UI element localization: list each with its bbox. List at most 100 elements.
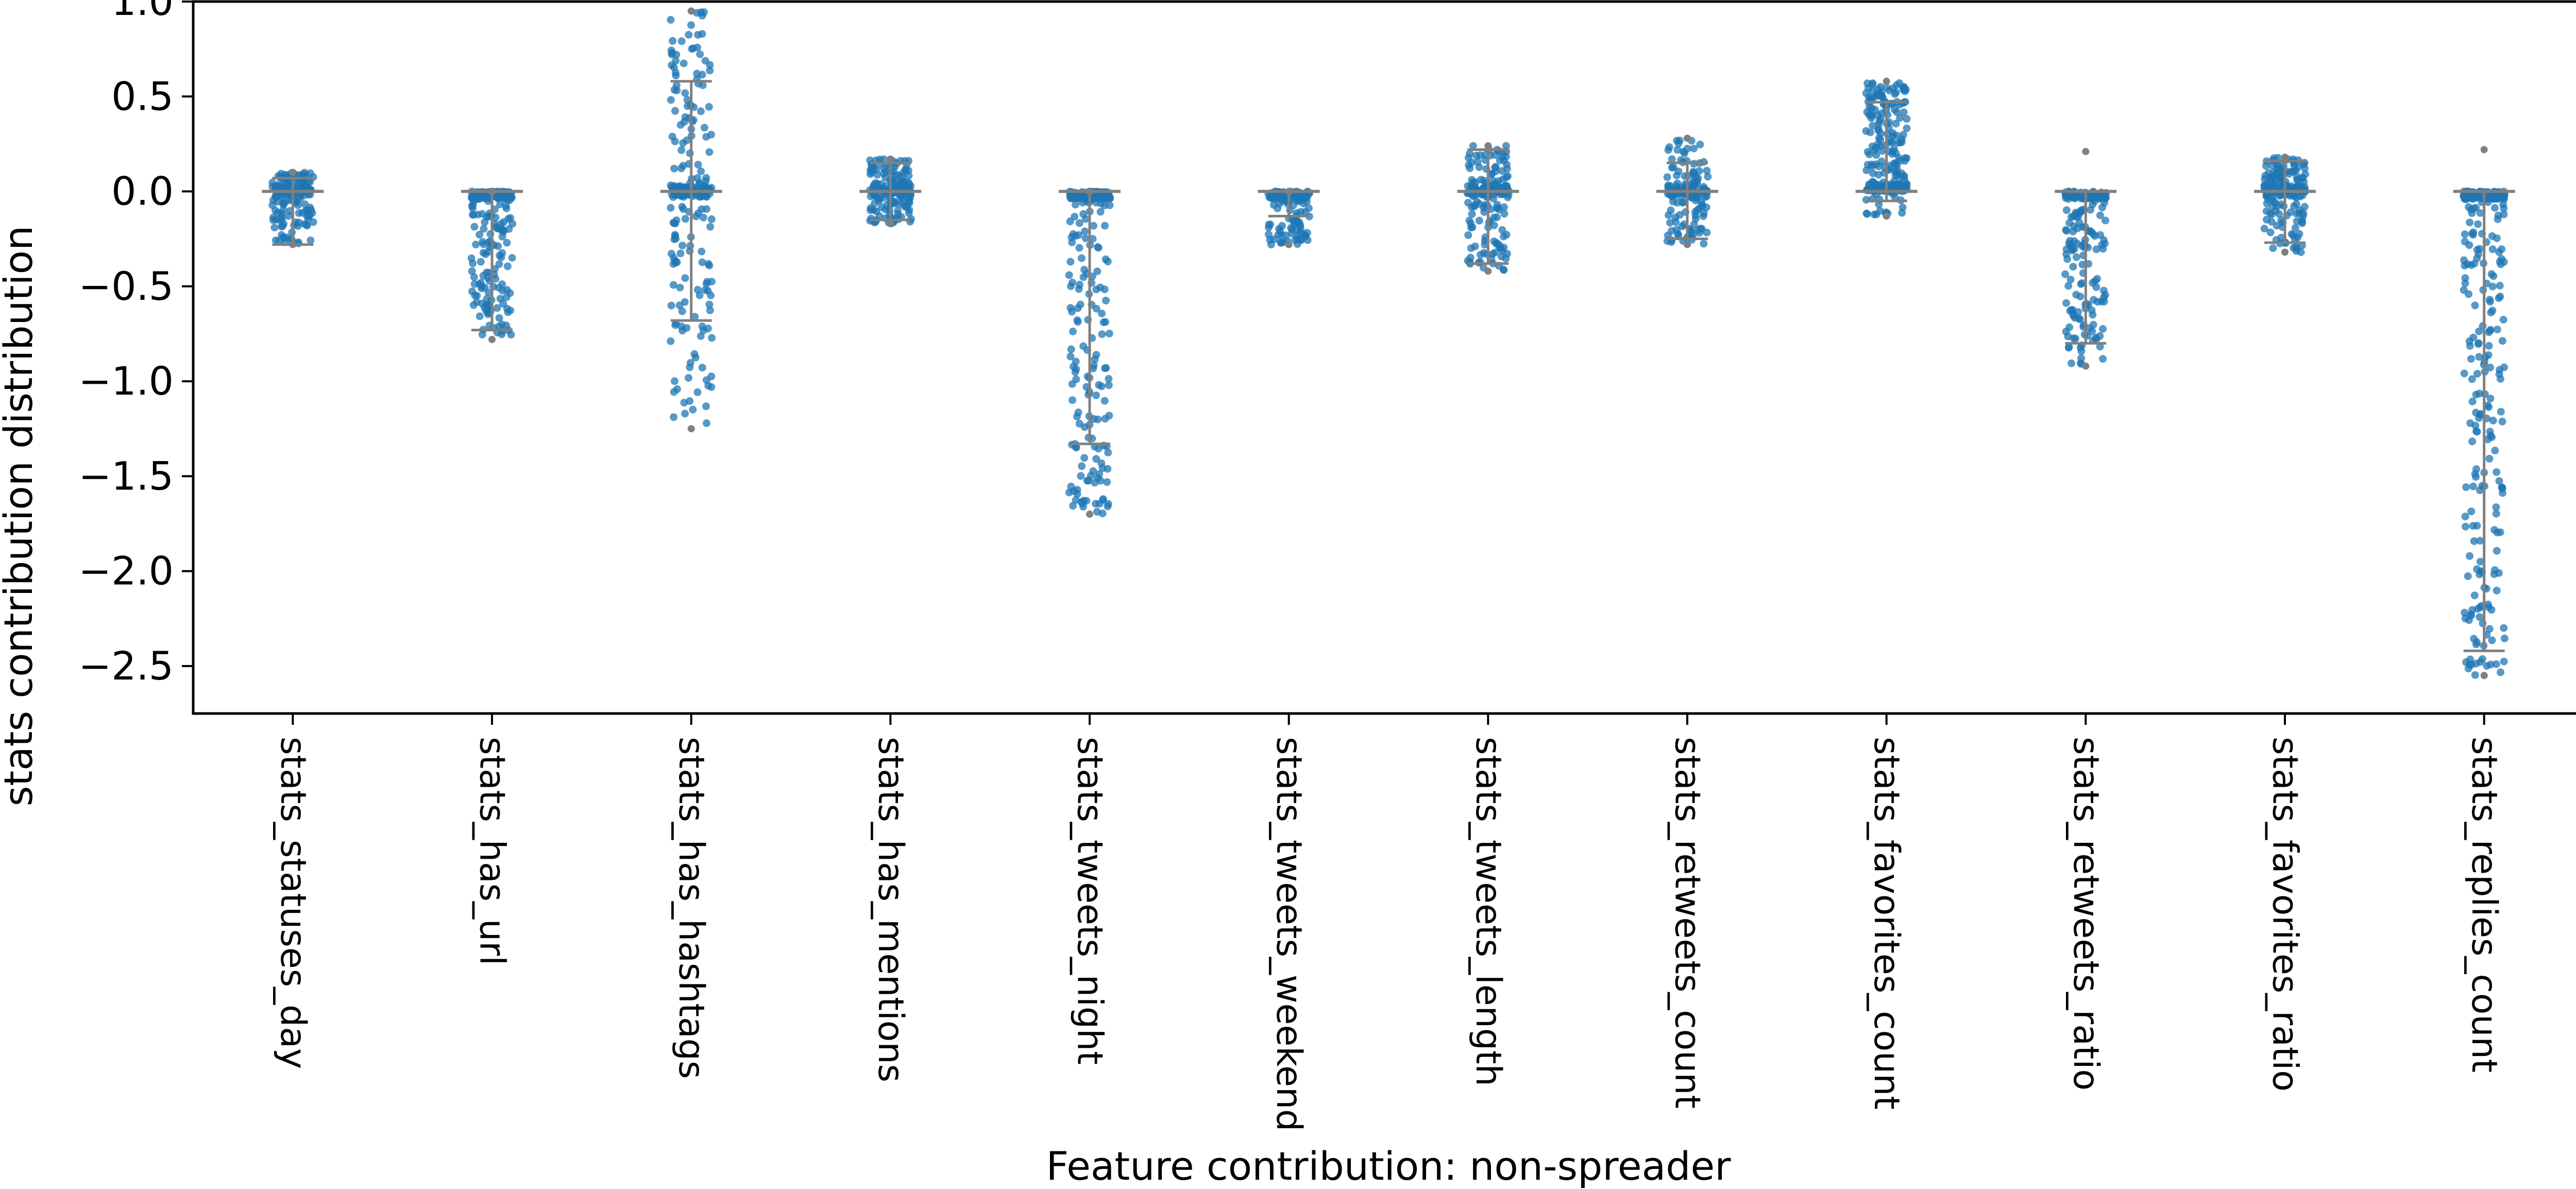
data-point: [503, 239, 511, 247]
data-point: [2486, 432, 2495, 440]
data-point: [671, 69, 680, 77]
x-tick-label: stats_tweets_length: [1468, 737, 1509, 1086]
data-point: [2484, 351, 2493, 359]
data-point: [2466, 218, 2474, 227]
data-point: [1475, 216, 1483, 225]
data-point: [2500, 210, 2508, 218]
data-point: [2461, 237, 2469, 246]
data-point: [473, 211, 482, 219]
data-point: [2091, 197, 2099, 205]
data-point: [1863, 79, 1872, 88]
data-point: [701, 57, 709, 65]
whisker-stats_retweets_ratio: [2055, 148, 2117, 370]
data-point: [2086, 324, 2094, 332]
data-point: [1096, 477, 1105, 485]
data-point: [1868, 160, 1876, 168]
data-point: [2465, 290, 2472, 298]
whisker-stats_replies_count: [2453, 146, 2515, 680]
data-point: [1079, 342, 1088, 350]
outlier-point: [2082, 362, 2090, 370]
data-point: [2066, 276, 2075, 284]
data-point: [2466, 655, 2475, 664]
data-point: [2497, 668, 2504, 676]
data-point: [1072, 496, 1080, 504]
data-point: [500, 218, 508, 226]
data-point: [680, 59, 688, 67]
data-point: [2474, 340, 2482, 348]
data-point: [2062, 206, 2071, 214]
data-point: [2102, 216, 2110, 225]
data-point: [1871, 144, 1879, 152]
data-point: [673, 385, 681, 393]
outlier-point: [1484, 267, 1492, 275]
data-point: [2489, 272, 2498, 280]
data-point: [493, 304, 501, 312]
data-point: [2292, 200, 2300, 208]
data-point: [499, 300, 507, 308]
data-point: [2486, 327, 2494, 335]
data-point: [1491, 248, 1499, 257]
data-point: [1893, 131, 1901, 140]
data-point: [1289, 215, 1297, 224]
data-point: [2288, 167, 2296, 176]
data-point: [705, 103, 713, 111]
data-point: [1878, 93, 1887, 101]
data-point: [2067, 306, 2075, 314]
data-point: [2067, 359, 2076, 367]
data-point: [1105, 381, 1113, 389]
data-point: [2472, 659, 2480, 668]
y-tick-label: 0.0: [111, 168, 174, 214]
data-point: [682, 191, 690, 199]
data-point: [687, 21, 695, 29]
data-point: [2486, 395, 2495, 403]
data-point: [2468, 437, 2477, 446]
data-point: [893, 207, 902, 215]
data-point: [1678, 223, 1686, 230]
data-point: [2077, 347, 2086, 355]
data-point: [706, 66, 714, 75]
data-point: [1275, 225, 1283, 233]
data-point: [1872, 210, 1880, 218]
series-points-stats_tweets_weekend: [1264, 188, 1313, 249]
data-point: [1089, 364, 1097, 372]
outlier-point: [887, 220, 894, 228]
data-point: [1092, 500, 1100, 508]
data-point: [680, 399, 688, 407]
data-point: [676, 283, 684, 292]
data-point: [896, 200, 904, 208]
data-point: [677, 164, 685, 173]
data-point: [284, 212, 293, 220]
data-point: [2078, 279, 2086, 287]
data-point: [1081, 227, 1089, 235]
data-point: [1066, 258, 1075, 266]
data-point: [2495, 294, 2503, 302]
data-point: [1075, 219, 1083, 227]
data-point: [704, 382, 713, 390]
data-point: [1480, 208, 1488, 216]
box-whiskers: [262, 7, 2515, 680]
data-point: [677, 146, 686, 154]
data-point: [1468, 210, 1476, 218]
data-point: [1468, 223, 1477, 231]
data-point: [1893, 81, 1901, 89]
x-tick-label: stats_tweets_night: [1070, 737, 1110, 1065]
data-point: [2267, 210, 2276, 218]
data-point: [2290, 161, 2298, 169]
data-point: [499, 193, 507, 201]
data-point: [2277, 216, 2285, 224]
data-point: [1104, 502, 1112, 511]
data-point: [706, 223, 715, 231]
data-point: [2488, 245, 2497, 253]
data-point: [483, 295, 491, 303]
data-point: [1502, 173, 1511, 181]
data-point: [1076, 281, 1083, 288]
data-point: [1098, 509, 1107, 518]
data-point: [1105, 330, 1113, 337]
data-point: [2460, 369, 2468, 378]
data-point: [1475, 163, 1483, 171]
data-point: [1092, 455, 1100, 463]
data-point: [2468, 209, 2476, 217]
data-point: [470, 273, 478, 281]
data-point: [1297, 208, 1305, 216]
data-point: [1671, 213, 1680, 222]
